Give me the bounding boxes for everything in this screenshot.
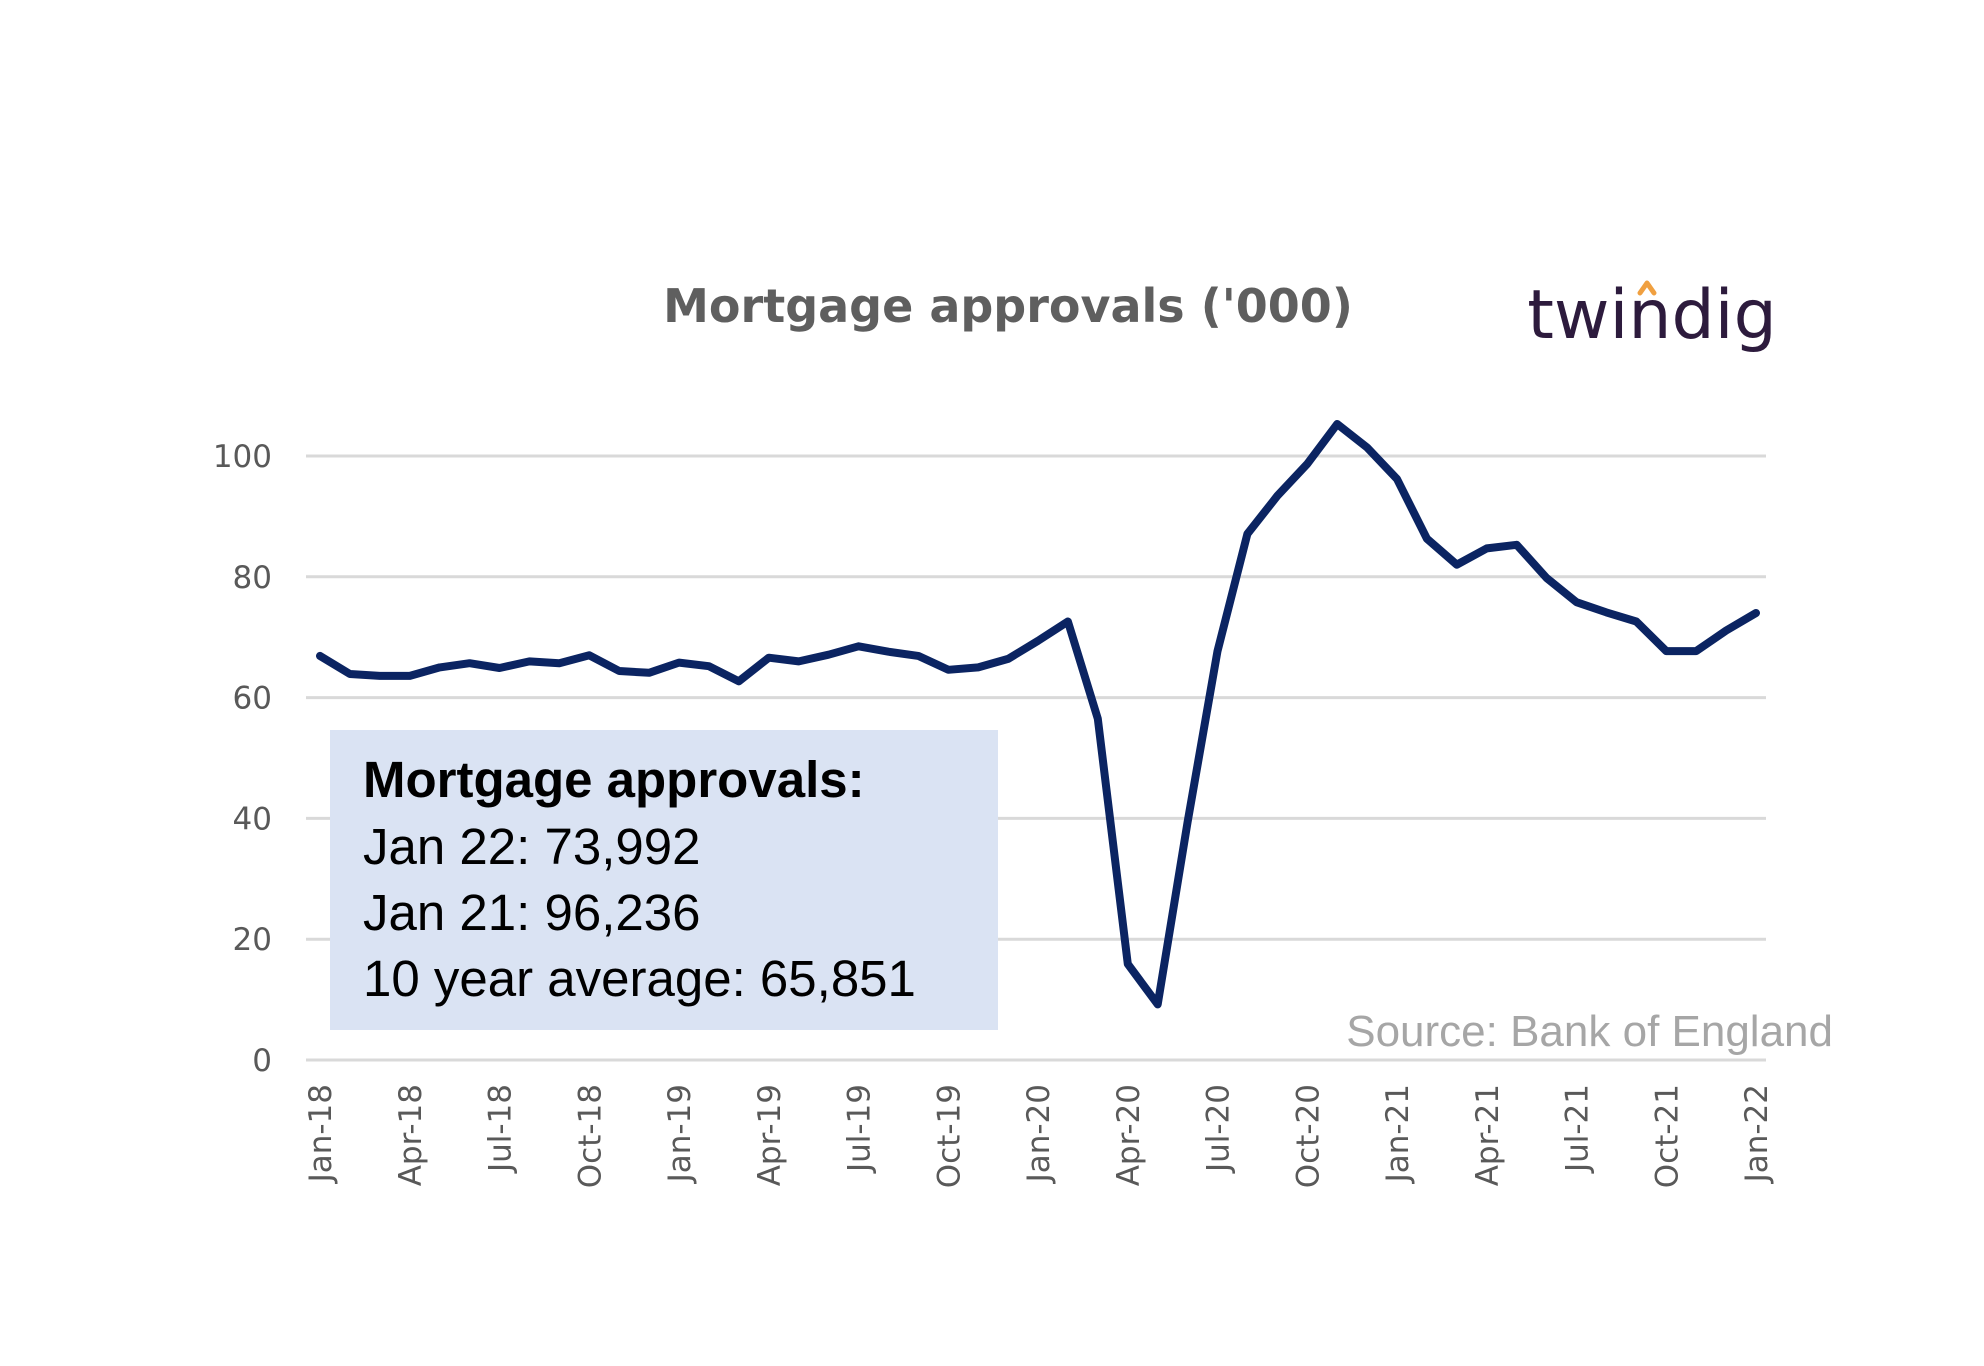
x-tick-label: Apr-21 bbox=[1470, 1084, 1506, 1186]
x-tick-label: Oct-20 bbox=[1290, 1084, 1326, 1188]
x-tick-label: Apr-20 bbox=[1111, 1084, 1147, 1186]
y-tick-label: 60 bbox=[233, 681, 272, 717]
x-tick-label: Jan-22 bbox=[1739, 1084, 1775, 1184]
y-tick-label: 100 bbox=[213, 439, 272, 475]
series-lines bbox=[316, 420, 1760, 1009]
x-tick-label: Apr-19 bbox=[752, 1084, 788, 1186]
annotation-line-1: Jan 22: 73,992 bbox=[363, 818, 700, 875]
y-tick-label: 80 bbox=[233, 560, 272, 596]
x-tick-label: Jan-18 bbox=[303, 1084, 339, 1184]
y-tick-label: 20 bbox=[233, 922, 272, 958]
annotation-line-3: 10 year average: 65,851 bbox=[363, 950, 916, 1007]
x-tick-label: Oct-21 bbox=[1649, 1084, 1685, 1188]
x-tick-label: Jul-20 bbox=[1201, 1084, 1237, 1174]
x-tick-label: Jan-20 bbox=[1021, 1084, 1057, 1184]
x-tick-label: Apr-18 bbox=[393, 1084, 429, 1186]
y-tick-label: 0 bbox=[252, 1043, 272, 1079]
annotation-title: Mortgage approvals: bbox=[363, 751, 865, 808]
chart-title: Mortgage approvals ('000) bbox=[663, 279, 1353, 333]
annotation-background bbox=[330, 730, 998, 1030]
logo-accent-icon bbox=[1637, 280, 1657, 296]
x-tick-label: Jul-18 bbox=[483, 1084, 519, 1174]
series-line-0 bbox=[316, 420, 1760, 1009]
logo: twindig bbox=[1527, 276, 1777, 355]
annotation-line-2: Jan 21: 96,236 bbox=[363, 884, 700, 941]
x-tick-label: Oct-18 bbox=[572, 1084, 608, 1188]
source-note: Source: Bank of England bbox=[1346, 1007, 1833, 1056]
x-tick-label: Oct-19 bbox=[931, 1084, 967, 1188]
y-tick-label: 40 bbox=[233, 801, 272, 837]
x-tick-label: Jul-21 bbox=[1560, 1084, 1596, 1174]
x-tick-label: Jan-21 bbox=[1380, 1084, 1416, 1184]
annotation-box: Mortgage approvals: Jan 22: 73,992 Jan 2… bbox=[330, 730, 998, 1030]
x-tick-label: Jan-19 bbox=[662, 1084, 698, 1184]
x-axis-ticks: Jan-18 Apr-18 Jul-18 Oct-18 Jan-19 Apr-19 Jul-… bbox=[303, 1084, 1775, 1188]
x-tick-label: Jul-19 bbox=[842, 1084, 878, 1174]
y-axis-ticks: 0 20 40 60 80 100 bbox=[213, 439, 272, 1079]
